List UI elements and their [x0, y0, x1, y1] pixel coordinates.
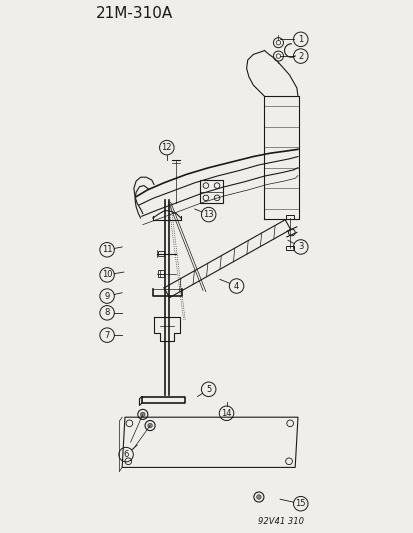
Text: 15: 15 — [295, 499, 305, 508]
Circle shape — [147, 423, 152, 428]
Bar — [158, 251, 164, 256]
Text: 13: 13 — [203, 210, 214, 219]
Text: 3: 3 — [297, 243, 303, 252]
Text: 2: 2 — [297, 52, 303, 61]
Circle shape — [256, 495, 261, 499]
Text: 10: 10 — [102, 270, 112, 279]
Text: 92V41 310: 92V41 310 — [257, 517, 303, 526]
Text: 1: 1 — [297, 35, 303, 44]
Bar — [158, 270, 164, 277]
Text: 11: 11 — [102, 245, 112, 254]
Bar — [285, 246, 293, 251]
Text: 9: 9 — [104, 292, 109, 301]
Text: 8: 8 — [104, 308, 109, 317]
Bar — [285, 215, 293, 219]
Text: 4: 4 — [233, 281, 239, 290]
Text: 14: 14 — [221, 409, 231, 418]
Circle shape — [140, 412, 145, 417]
Text: 12: 12 — [161, 143, 172, 152]
Text: 7: 7 — [104, 330, 109, 340]
Text: 5: 5 — [206, 385, 211, 394]
Text: 6: 6 — [123, 450, 128, 459]
Text: 21M-310A: 21M-310A — [96, 6, 173, 21]
Bar — [200, 180, 222, 204]
